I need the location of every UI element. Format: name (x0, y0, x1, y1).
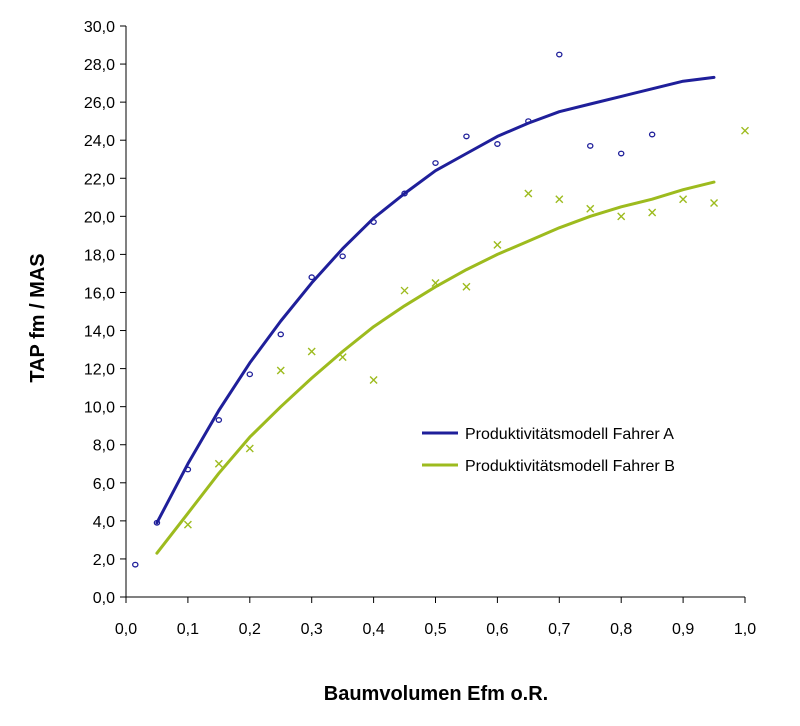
legend-label-1: Produktivitätsmodell Fahrer A (465, 426, 674, 443)
series-2-point (462, 282, 471, 291)
legend: Produktivitätsmodell Fahrer A Produktivit… (422, 426, 675, 475)
y-tick-label: 10,0 (84, 400, 115, 417)
y-tick-label: 8,0 (93, 438, 115, 455)
y-tick-label: 2,0 (93, 552, 115, 569)
y-tick-label: 14,0 (84, 324, 115, 341)
series-1-point (370, 219, 377, 225)
series-2-point (679, 195, 688, 204)
series-1-point (587, 142, 594, 149)
x-tick-label: 0,4 (362, 621, 384, 638)
y-tick-label: 26,0 (84, 95, 115, 112)
y-tick-label: 0,0 (93, 590, 115, 607)
series-1-point (153, 519, 161, 526)
series-2-point (493, 240, 502, 249)
y-tick-label: 18,0 (84, 247, 115, 264)
y-axis-title: TAP fm / MAS (27, 253, 49, 382)
axes: 0,0 2,0 4,0 6,0 8,0 10,0 12,0 14,0 16,0 18,0 20,0 2… (84, 19, 756, 638)
series-2-point (617, 212, 626, 221)
series-1-point (277, 331, 284, 338)
series-2-point (369, 376, 378, 385)
series-2-point (214, 459, 223, 468)
y-tick-label: 16,0 (84, 285, 115, 302)
series-1-point (132, 561, 139, 568)
series-1-point (246, 371, 254, 378)
series-2-point (524, 189, 533, 198)
x-tick-label: 1,0 (734, 621, 756, 638)
series-2-curve (155, 180, 716, 555)
y-tick-label: 30,0 (84, 19, 115, 36)
y-tick-label: 28,0 (84, 57, 115, 74)
series-1-point (525, 118, 532, 125)
x-tick-label: 0,3 (301, 621, 323, 638)
x-tick-label: 0,7 (548, 621, 570, 638)
series-1-point (617, 150, 625, 157)
series-2-point (741, 126, 749, 135)
series-1-point (401, 190, 408, 197)
y-tick-label: 12,0 (84, 362, 115, 379)
series-2-point (648, 208, 657, 217)
series-2-point (307, 347, 316, 356)
x-tick-label: 0,0 (115, 621, 137, 638)
series-1-point (215, 417, 223, 423)
series-2-point (400, 286, 409, 295)
legend-label-2: Produktivitätsmodell Fahrer B (465, 458, 675, 475)
series-2-point (710, 199, 719, 208)
series-2-point (245, 444, 254, 453)
x-axis-title: Baumvolumen Efm o.R. (324, 683, 548, 705)
series-1-point (556, 51, 563, 58)
y-tick-label: 22,0 (84, 171, 115, 188)
series-2-point (183, 520, 192, 529)
series-1-point (339, 253, 346, 260)
series-2-point (276, 366, 285, 375)
y-tick-label: 20,0 (84, 209, 115, 226)
x-tick-label: 0,1 (177, 621, 199, 638)
x-tick-label: 0,2 (239, 621, 261, 638)
series-1-point (463, 133, 470, 140)
series-1-point (432, 160, 439, 166)
series-1-curve (155, 75, 716, 525)
series-1-point (308, 274, 315, 281)
series-1-point (184, 466, 192, 473)
series-1-point (494, 141, 501, 147)
x-tick-label: 0,9 (672, 621, 694, 638)
series-curves (155, 75, 716, 555)
series-1-point (648, 131, 656, 138)
x-tick-label: 0,6 (486, 621, 508, 638)
series-2-point (338, 353, 347, 362)
series-points (132, 51, 749, 568)
y-tick-label: 6,0 (93, 476, 115, 493)
y-tick-label: 4,0 (93, 514, 115, 531)
series-2-point (555, 195, 564, 204)
series-2-point (586, 204, 595, 213)
x-tick-label: 0,5 (424, 621, 446, 638)
y-tick-label: 24,0 (84, 133, 115, 150)
x-tick-label: 0,8 (610, 621, 632, 638)
series-2-point (431, 278, 440, 287)
